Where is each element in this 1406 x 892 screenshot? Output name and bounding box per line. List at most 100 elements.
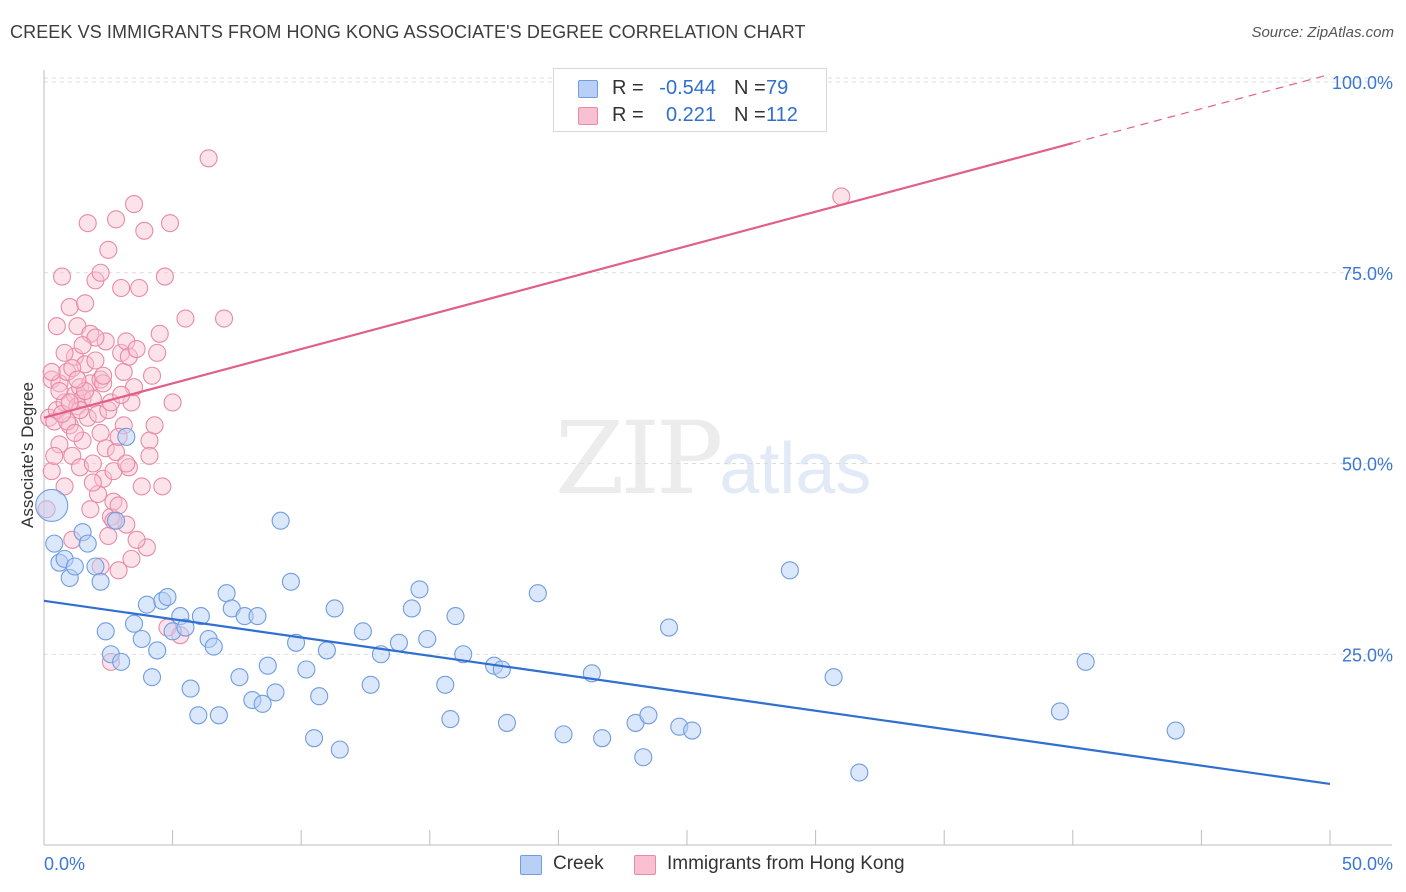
point-hong-kong (142, 366, 162, 385)
point-creek (117, 427, 136, 446)
point-creek (497, 713, 517, 732)
point-creek (593, 729, 612, 748)
y-tick-label: 100.0% (1332, 73, 1393, 93)
watermark: ZIPatlas (555, 400, 871, 517)
point-creek (124, 614, 144, 633)
point-creek (454, 645, 473, 664)
point-hong-kong (140, 446, 159, 465)
point-creek (65, 557, 84, 576)
axes (43, 70, 1392, 846)
series-immigrants-hong-kong (37, 149, 851, 671)
point-creek (217, 584, 236, 603)
point-creek (230, 668, 249, 687)
point-hong-kong (94, 469, 113, 488)
source-label: Source: ZipAtlas.com (1251, 24, 1394, 41)
r-label: R = (612, 77, 644, 99)
point-hong-kong (42, 362, 61, 381)
creek-swatch (578, 80, 598, 98)
point-creek (554, 725, 573, 744)
point-hong-kong (140, 431, 159, 450)
point-hong-kong (83, 473, 102, 492)
point-hong-kong (60, 298, 79, 317)
point-hong-kong (96, 332, 115, 351)
point-hong-kong (145, 416, 164, 435)
point-creek (96, 622, 115, 641)
point-hong-kong (94, 374, 113, 393)
n-label: N = (734, 104, 766, 126)
point-creek (659, 618, 679, 637)
creek-swatch (520, 855, 542, 875)
legend-label: Immigrants from Hong Kong (667, 853, 905, 874)
point-hong-kong (83, 454, 102, 473)
point-creek (266, 683, 285, 702)
point-creek (281, 572, 300, 591)
point-creek (402, 599, 421, 618)
x-tick-label: 0.0% (44, 854, 85, 874)
y-tick-label: 50.0% (1342, 455, 1393, 475)
correlation-legend: R = -0.544 N = 79 R = 0.221 N = 112 (553, 68, 827, 132)
y-axis-label: Associate's Degree (18, 382, 37, 528)
point-creek (683, 721, 702, 740)
watermark-atlas: atlas (719, 429, 872, 509)
point-hong-kong (73, 431, 92, 450)
point-hong-kong (42, 462, 61, 481)
point-hong-kong (81, 500, 100, 519)
point-hong-kong (78, 408, 97, 427)
point-creek (191, 607, 210, 626)
point-hong-kong (91, 423, 110, 443)
point-hong-kong (160, 214, 180, 233)
point-hong-kong (86, 351, 105, 370)
point-creek (436, 675, 455, 694)
r-label: R = (612, 104, 644, 126)
point-hong-kong (124, 195, 144, 214)
point-hong-kong (155, 267, 174, 286)
point-hong-kong (214, 309, 234, 328)
point-creek (441, 710, 460, 729)
point-creek (142, 668, 162, 687)
point-hong-kong (78, 214, 97, 233)
point-creek (271, 511, 290, 530)
point-creek (824, 668, 843, 687)
point-creek (45, 534, 64, 553)
point-creek (353, 622, 372, 641)
point-hong-kong (127, 339, 146, 359)
point-creek (258, 656, 277, 675)
point-hong-kong (199, 149, 218, 168)
point-creek (35, 488, 69, 523)
point-hong-kong (135, 221, 154, 240)
point-creek (639, 706, 658, 725)
y-tick-label: 75.0% (1342, 264, 1393, 284)
point-creek (410, 580, 429, 599)
point-hong-kong (91, 263, 110, 282)
point-creek (1076, 652, 1095, 671)
point-hong-kong (55, 477, 74, 496)
point-creek (361, 675, 380, 694)
point-hong-kong (150, 324, 169, 343)
point-hong-kong (148, 343, 167, 362)
point-hong-kong (132, 477, 151, 496)
point-creek (86, 557, 105, 576)
point-hong-kong (73, 336, 92, 355)
point-creek (330, 740, 349, 759)
legend-row-creek: R = -0.544 N = 79 (554, 75, 826, 101)
point-creek (492, 660, 511, 679)
point-hong-kong (76, 294, 95, 313)
point-creek (204, 637, 223, 656)
point-creek (112, 652, 131, 671)
point-creek (325, 599, 344, 618)
point-creek (780, 561, 799, 580)
legend-row-hong-kong: R = 0.221 N = 112 (554, 102, 826, 128)
point-hong-kong (96, 439, 115, 458)
point-hong-kong (50, 435, 69, 454)
point-creek (389, 633, 408, 652)
point-hong-kong (117, 454, 136, 473)
point-hong-kong (52, 267, 72, 286)
r-value: 0.221 (665, 104, 716, 126)
point-hong-kong (114, 362, 133, 381)
point-creek (137, 595, 156, 614)
watermark-zip: ZIP (555, 400, 723, 517)
point-creek (181, 679, 200, 698)
point-creek (287, 633, 306, 652)
point-hong-kong (45, 412, 64, 431)
point-creek (305, 729, 324, 748)
